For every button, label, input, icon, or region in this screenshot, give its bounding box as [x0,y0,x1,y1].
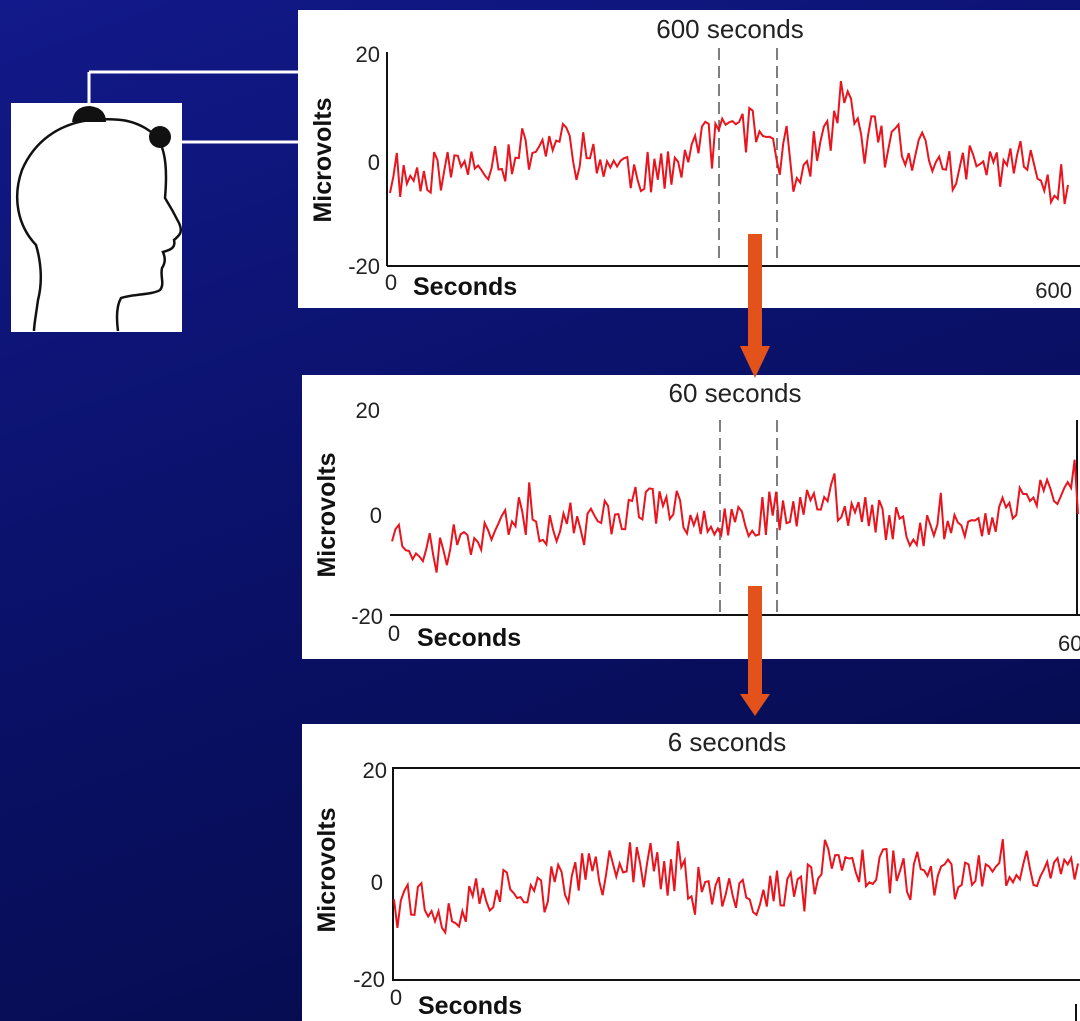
plot-frame [392,767,1080,981]
head-profile-with-electrodes-icon [11,70,298,332]
x-axis-label: Seconds [413,273,517,301]
y-axis-label: Microvolts [313,807,341,932]
y-tick-label-top: 20 [356,398,380,423]
chart-title: 60 seconds [669,378,802,408]
chart-title: 6 seconds [668,727,787,757]
panel-background [302,724,1080,1021]
y-tick-label-mid: 0 [368,150,380,175]
x-tick-label-end: 60 [1058,631,1080,656]
zoom-arrow-2 [740,586,770,716]
eeg-trace-60s [391,459,1079,573]
y-axis-label: Microvolts [313,452,341,577]
x-tick-label-end: 600 [1035,278,1072,303]
x-tick-label-start: 0 [388,621,400,646]
y-tick-label-mid: 0 [370,503,382,528]
chart-title: 600 seconds [656,14,803,44]
y-tick-label-bottom: -20 [353,967,385,992]
x-axis-label: Seconds [418,992,522,1020]
y-axis-label: Microvolts [309,97,337,222]
x-tick-label-start: 0 [390,985,402,1010]
y-tick-label-mid: 0 [371,870,383,895]
eeg-trace-6s [393,839,1079,936]
panel-60-seconds: 60 seconds Microvolts 20 0 -20 0 60 Seco… [302,375,1080,659]
x-tick-label-start: 0 [385,270,397,295]
zoom-arrow-1 [740,234,770,378]
y-tick-label-bottom: -20 [351,604,383,629]
x-axis-label: Seconds [417,624,521,652]
y-tick-label-bottom: -20 [348,254,380,279]
panel-600-seconds: 600 seconds Microvolts 20 0 -20 0 600 Se… [298,10,1080,308]
y-tick-label-top: 20 [363,758,387,783]
y-tick-label-top: 20 [356,42,380,67]
panel-6-seconds: 6 seconds Microvolts 20 0 -20 0 Seconds [302,724,1080,1021]
eeg-trace-600s [389,80,1069,206]
